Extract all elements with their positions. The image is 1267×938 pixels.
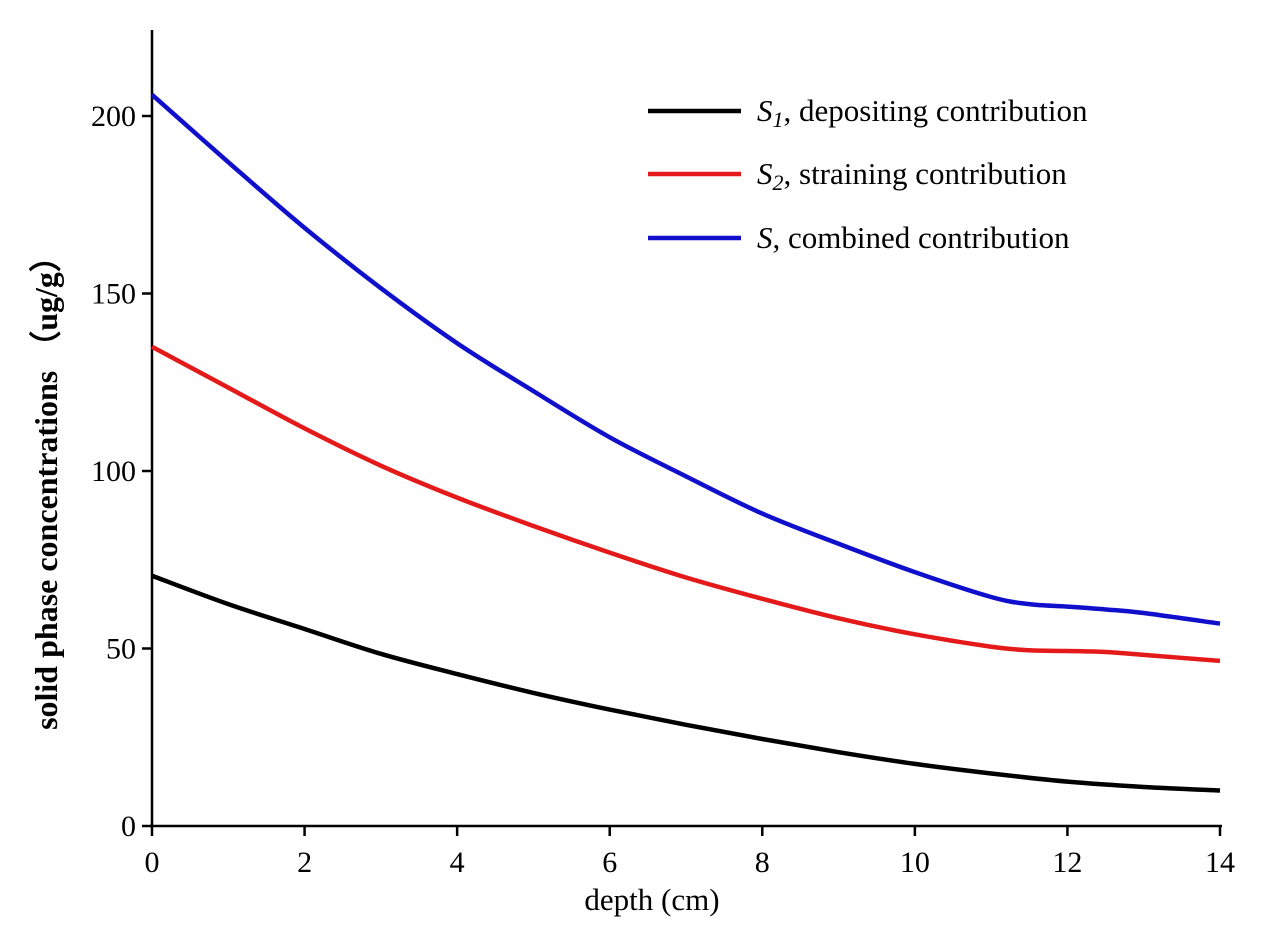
x-tick-label: 6 [602,846,617,879]
y-tick-label: 0 [121,810,136,843]
legend: S1, depositing contribution S2, straining… [648,93,1088,255]
series-lines [150,93,1221,793]
y-tick-label: 50 [106,633,136,666]
legend-label-1: S1, depositing contribution [757,93,1088,132]
x-ticks: 0 2 4 6 8 10 12 14 [145,826,1235,879]
series-line-1 [151,573,1221,793]
series-line-2 [150,344,1221,664]
y-tick-label: 100 [91,455,136,488]
y-axis-title: solid phase concentrations （ug/g） [28,240,64,730]
x-tick-label: 0 [145,846,160,879]
x-tick-label: 12 [1052,846,1082,879]
x-tick-label: 8 [755,846,770,879]
x-tick-label: 10 [900,846,930,879]
y-ticks: 0 50 100 150 200 [91,100,152,843]
x-axis-title: depth (cm) [584,882,719,917]
x-tick-label: 2 [297,846,312,879]
axes [150,30,1222,828]
y-tick-label: 200 [91,100,136,133]
legend-label-2: S2, straining contribution [757,156,1067,195]
x-tick-label: 4 [450,846,465,879]
series-line-3 [150,93,1221,626]
x-tick-label: 14 [1205,846,1235,879]
legend-label-3: S, combined contribution [757,220,1070,255]
y-tick-label: 150 [91,278,136,311]
